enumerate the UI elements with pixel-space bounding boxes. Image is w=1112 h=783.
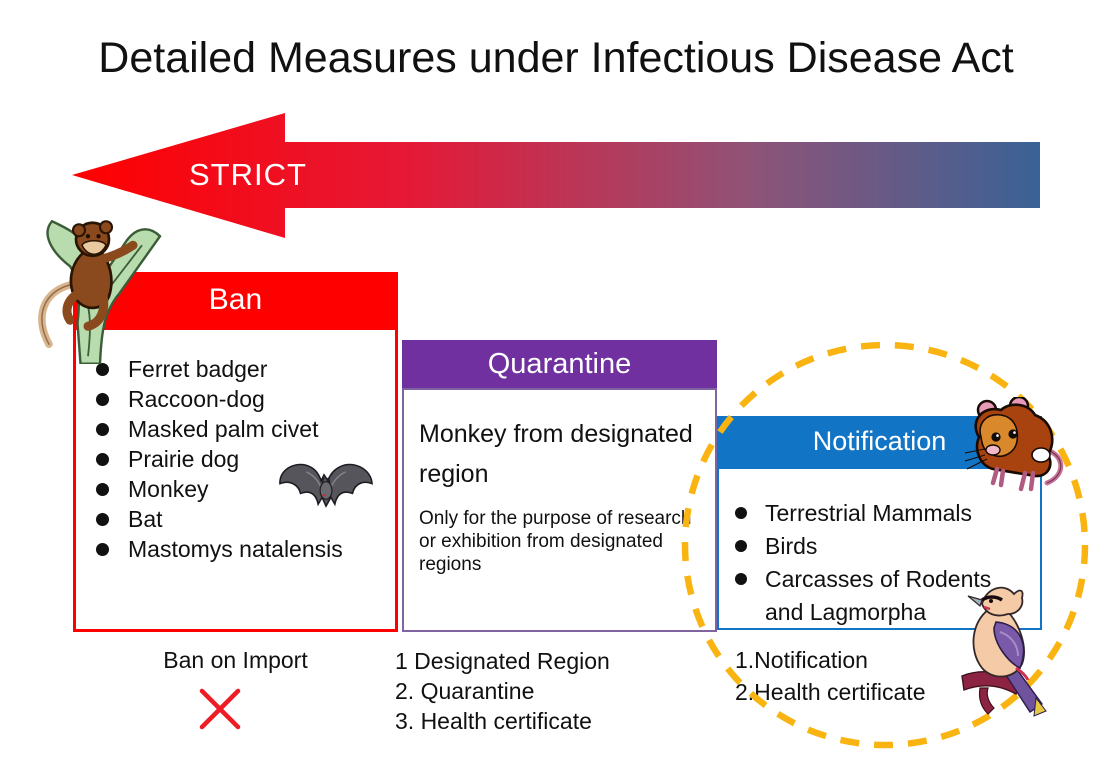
list-item-label: Prairie dog: [128, 446, 240, 472]
strict-arrow-label: STRICT: [189, 157, 307, 192]
waxwing-bird-icon: [961, 586, 1047, 717]
bullet-icon: [96, 423, 109, 436]
bullet-icon: [735, 540, 747, 552]
list-item-label: Bat: [128, 506, 163, 532]
bullet-icon: [96, 453, 109, 466]
bullet-icon: [96, 393, 109, 406]
list-item-label: Birds: [765, 533, 818, 559]
quarantine-box: Quarantine Monkey from designated region…: [402, 340, 717, 632]
quarantine-header: Quarantine: [402, 340, 717, 388]
list-item-label: Monkey: [128, 476, 209, 502]
bullet-icon: [96, 543, 109, 556]
quarantine-caption: 1 Designated Region 2. Quarantine 3. Hea…: [395, 646, 610, 736]
list-item: Terrestrial Mammals: [733, 497, 1034, 530]
caption-line: 2.Health certificate: [735, 679, 926, 705]
bullet-icon: [735, 507, 747, 519]
caption-line: 1 Designated Region: [395, 648, 610, 674]
ban-caption: Ban on Import: [163, 647, 308, 673]
list-item: Masked palm civet: [94, 414, 387, 444]
list-item: Monkey: [94, 474, 387, 504]
list-item: Bat: [94, 504, 387, 534]
list-item: Birds: [733, 530, 1034, 563]
list-item: Raccoon-dog: [94, 384, 387, 414]
caption-line: 1.Notification: [735, 647, 868, 673]
list-item-label: Terrestrial Mammals: [765, 500, 973, 526]
page-title: Detailed Measures under Infectious Disea…: [98, 34, 1014, 82]
caption-line: 3. Health certificate: [395, 708, 592, 734]
notification-caption: 1.Notification 2.Health certificate: [735, 644, 925, 708]
bat-icon: [279, 463, 373, 508]
list-item-label: Raccoon-dog: [128, 386, 265, 412]
bullet-icon: [96, 363, 109, 376]
ban-list: Ferret badger Raccoon-dog Masked palm ci…: [94, 354, 387, 564]
ban-box: Ban Ferret badger Raccoon-dog Masked pal…: [73, 272, 398, 632]
list-item-label: Mastomys natalensis: [128, 536, 343, 562]
hamster-icon: [964, 397, 1064, 492]
bullet-icon: [96, 513, 109, 526]
caption-line: 2. Quarantine: [395, 678, 535, 704]
list-item: Mastomys natalensis: [94, 534, 387, 564]
bullet-icon: [96, 483, 109, 496]
quarantine-body: Monkey from designated region Only for t…: [402, 388, 717, 632]
monkey-in-tree-icon: [38, 219, 162, 364]
ban-cross-icon: [199, 688, 241, 730]
quarantine-main-text: Monkey from designated region: [419, 420, 693, 488]
arrow-shape: [72, 113, 1040, 238]
bullet-icon: [735, 573, 747, 585]
quarantine-sub-text: Only for the purpose of research or exhi…: [419, 508, 692, 575]
strict-arrow: [72, 113, 1040, 238]
list-item: Ferret badger: [94, 354, 387, 384]
list-item: Prairie dog: [94, 444, 387, 474]
list-item-label: Ferret badger: [128, 356, 268, 382]
list-item-label: Masked palm civet: [128, 416, 319, 442]
